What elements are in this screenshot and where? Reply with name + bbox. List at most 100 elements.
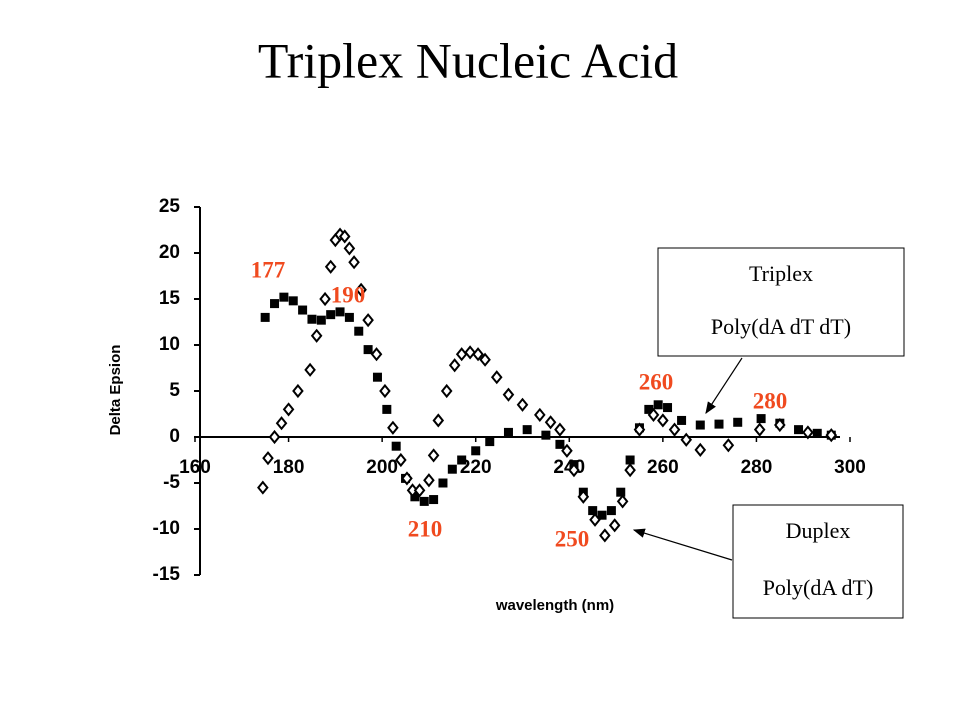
- data-point: [413, 483, 426, 498]
- x-tick-label: 260: [647, 457, 679, 478]
- data-point: [354, 326, 364, 336]
- data-point: [577, 489, 590, 504]
- data-point: [733, 417, 743, 427]
- x-tick-label: 180: [273, 457, 305, 478]
- data-point: [282, 402, 295, 417]
- y-tick-label: 0: [169, 426, 180, 447]
- x-tick-label: 220: [460, 457, 492, 478]
- data-point: [490, 370, 503, 385]
- data-point: [423, 473, 435, 488]
- data-point: [448, 358, 461, 373]
- data-point: [503, 427, 513, 437]
- data-point: [279, 292, 289, 302]
- data-point: [319, 291, 331, 307]
- data-point: [363, 345, 373, 355]
- data-point: [647, 407, 660, 422]
- triplex-legend-box: [657, 247, 905, 357]
- data-point: [753, 422, 766, 437]
- data-point: [438, 478, 448, 488]
- peak-label: 210: [408, 516, 443, 541]
- data-point: [275, 416, 288, 431]
- legend-description: Poly(dA dT): [763, 575, 874, 600]
- data-point: [471, 446, 481, 456]
- data-point: [391, 441, 401, 451]
- data-point: [825, 428, 838, 443]
- data-point: [440, 383, 453, 399]
- data-point: [677, 415, 687, 425]
- legend-description: Poly(dA dT dT): [711, 314, 851, 339]
- data-point: [794, 425, 804, 435]
- data-point: [326, 310, 336, 320]
- data-point: [292, 383, 304, 399]
- data-point: [316, 315, 326, 325]
- data-point: [812, 428, 822, 438]
- arrow: [632, 528, 733, 561]
- y-tick-label: -10: [153, 518, 180, 539]
- data-point: [298, 305, 308, 315]
- data-point: [588, 506, 598, 516]
- data-point: [257, 480, 269, 495]
- data-point: [606, 506, 616, 516]
- data-point: [663, 403, 673, 413]
- data-point: [382, 404, 392, 414]
- data-point: [260, 312, 270, 322]
- data-point: [722, 438, 735, 453]
- data-point: [516, 397, 529, 412]
- y-axis-label: Delta Epsion: [107, 345, 124, 436]
- data-point: [344, 312, 354, 322]
- data-point: [370, 347, 383, 362]
- arrow: [705, 357, 743, 415]
- data-point: [324, 259, 337, 274]
- peak-label: 280: [753, 388, 788, 413]
- duplex-legend-box: [732, 504, 904, 619]
- data-point: [668, 422, 681, 437]
- data-point: [653, 400, 663, 410]
- data-point: [522, 425, 532, 435]
- data-point: [395, 452, 407, 468]
- data-point: [485, 437, 495, 447]
- data-point: [457, 455, 467, 465]
- data-point: [379, 383, 391, 399]
- x-tick-label: 160: [179, 457, 211, 478]
- data-point: [401, 471, 413, 486]
- data-point: [633, 422, 646, 437]
- data-point: [680, 432, 693, 447]
- data-point: [695, 420, 705, 430]
- x-tick-label: 200: [366, 457, 398, 478]
- data-point: [616, 494, 629, 509]
- data-point: [568, 463, 580, 478]
- data-point: [561, 443, 573, 458]
- data-point: [464, 345, 476, 360]
- data-point: [387, 420, 399, 435]
- legend-label: Duplex: [786, 518, 851, 543]
- data-point: [304, 362, 316, 377]
- data-point: [555, 439, 565, 449]
- y-tick-label: 15: [159, 288, 181, 309]
- data-point: [262, 451, 274, 466]
- data-point: [714, 419, 724, 429]
- data-point: [447, 464, 457, 474]
- data-point: [310, 328, 323, 343]
- data-point: [624, 463, 636, 478]
- data-point: [288, 296, 298, 306]
- data-point: [429, 495, 439, 505]
- data-point: [541, 430, 551, 440]
- legend-label: Triplex: [749, 261, 813, 286]
- data-point: [544, 415, 557, 430]
- y-tick-label: -15: [153, 564, 181, 585]
- y-tick-label: 20: [159, 242, 180, 263]
- x-axis-label: wavelength (nm): [495, 597, 614, 614]
- data-point: [554, 422, 566, 437]
- data-point: [335, 307, 345, 317]
- data-point: [372, 372, 382, 382]
- peak-label: 190: [331, 282, 366, 307]
- data-point: [427, 448, 440, 463]
- y-tick-label: 25: [159, 196, 181, 217]
- data-point: [355, 282, 367, 297]
- data-point: [348, 255, 360, 270]
- data-point: [534, 407, 546, 422]
- y-tick-label: -5: [163, 472, 180, 493]
- data-point: [657, 413, 669, 428]
- data-point: [432, 413, 445, 428]
